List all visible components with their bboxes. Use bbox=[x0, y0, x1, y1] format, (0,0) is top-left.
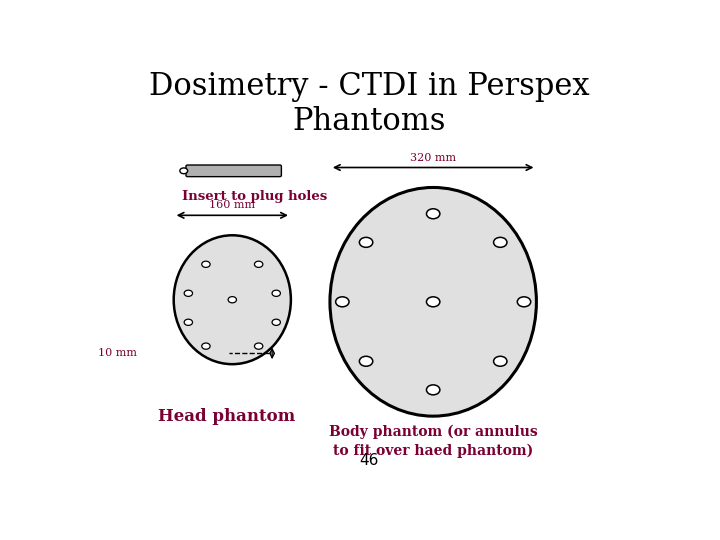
Text: 46: 46 bbox=[359, 453, 379, 468]
Text: Insert to plug holes: Insert to plug holes bbox=[182, 191, 327, 204]
Circle shape bbox=[359, 238, 373, 247]
Circle shape bbox=[336, 297, 349, 307]
Circle shape bbox=[202, 343, 210, 349]
Circle shape bbox=[426, 297, 440, 307]
Circle shape bbox=[494, 356, 507, 366]
Circle shape bbox=[180, 168, 188, 174]
Circle shape bbox=[184, 319, 192, 326]
Text: Dosimetry - CTDI in Perspex
Phantoms: Dosimetry - CTDI in Perspex Phantoms bbox=[149, 71, 589, 137]
Circle shape bbox=[426, 209, 440, 219]
Circle shape bbox=[254, 261, 263, 267]
Text: 320 mm: 320 mm bbox=[410, 152, 456, 163]
Text: Body phantom (or annulus
to fit over haed phantom): Body phantom (or annulus to fit over hae… bbox=[329, 424, 538, 458]
Ellipse shape bbox=[174, 235, 291, 364]
Circle shape bbox=[184, 290, 192, 296]
Text: 160 mm: 160 mm bbox=[210, 200, 256, 210]
Circle shape bbox=[272, 319, 280, 326]
Ellipse shape bbox=[330, 187, 536, 416]
Circle shape bbox=[359, 356, 373, 366]
FancyBboxPatch shape bbox=[186, 165, 282, 177]
Circle shape bbox=[202, 261, 210, 267]
Circle shape bbox=[517, 297, 531, 307]
Circle shape bbox=[426, 385, 440, 395]
Circle shape bbox=[494, 238, 507, 247]
Text: 10 mm: 10 mm bbox=[99, 348, 138, 358]
Circle shape bbox=[272, 290, 280, 296]
Text: Head phantom: Head phantom bbox=[158, 408, 295, 425]
Circle shape bbox=[254, 343, 263, 349]
Circle shape bbox=[228, 296, 236, 303]
